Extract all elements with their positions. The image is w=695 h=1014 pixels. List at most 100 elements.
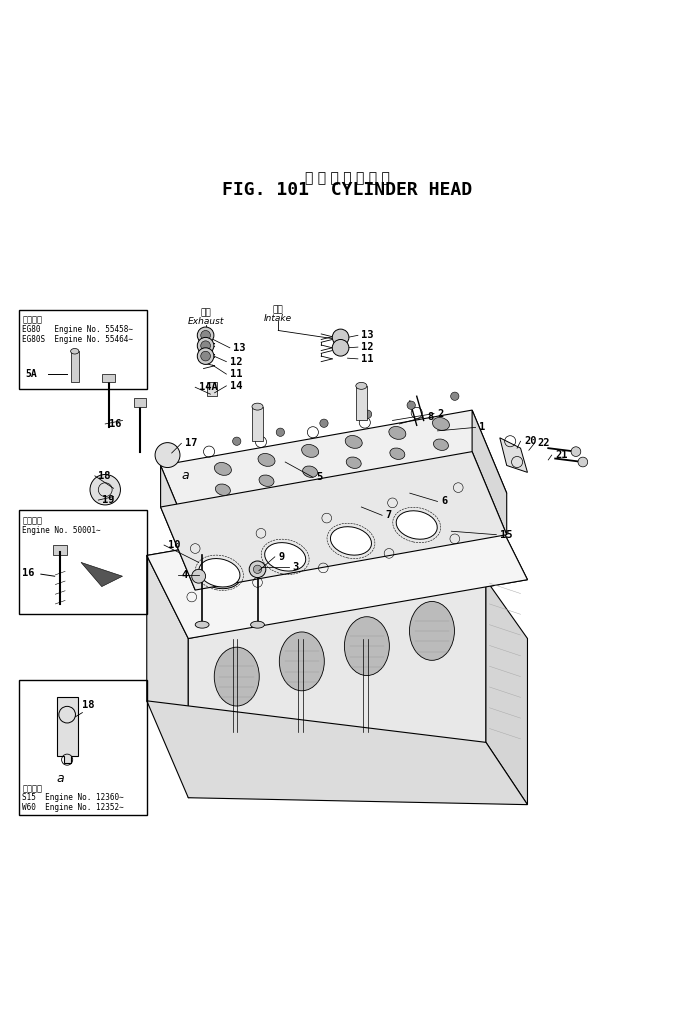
Ellipse shape: [395, 509, 439, 540]
Circle shape: [250, 561, 265, 578]
Text: 9: 9: [278, 552, 284, 562]
Text: Exhaust: Exhaust: [188, 317, 224, 325]
Polygon shape: [147, 556, 188, 770]
Text: a: a: [56, 772, 64, 785]
Polygon shape: [188, 580, 486, 798]
Polygon shape: [500, 438, 528, 473]
Ellipse shape: [432, 418, 450, 430]
Text: 4: 4: [181, 570, 188, 580]
Ellipse shape: [329, 525, 373, 557]
Text: 適用号締: 適用号締: [22, 784, 42, 793]
Text: 13: 13: [361, 331, 374, 341]
Text: EG80   Engine No. 55458∼: EG80 Engine No. 55458∼: [22, 324, 133, 334]
Ellipse shape: [214, 462, 231, 476]
Ellipse shape: [330, 526, 371, 555]
Text: EG80S  Engine No. 55464∼: EG80S Engine No. 55464∼: [22, 335, 133, 344]
Polygon shape: [161, 410, 507, 549]
Text: 10: 10: [167, 540, 180, 550]
Bar: [71, 351, 79, 382]
Bar: [252, 407, 263, 441]
Polygon shape: [472, 410, 507, 534]
Ellipse shape: [356, 382, 367, 389]
Ellipse shape: [396, 511, 437, 539]
Ellipse shape: [258, 453, 275, 466]
Text: 1: 1: [479, 423, 485, 432]
Text: 14A: 14A: [199, 382, 218, 392]
Polygon shape: [81, 563, 122, 587]
Text: 16: 16: [108, 419, 121, 429]
Circle shape: [407, 402, 416, 410]
Circle shape: [254, 565, 261, 574]
Bar: [133, 399, 146, 407]
Circle shape: [571, 447, 581, 456]
Polygon shape: [147, 497, 528, 639]
Text: 14: 14: [230, 381, 243, 390]
Ellipse shape: [263, 540, 307, 573]
Ellipse shape: [345, 617, 389, 675]
Polygon shape: [161, 465, 195, 590]
Circle shape: [197, 338, 214, 354]
Bar: [102, 374, 115, 382]
Ellipse shape: [434, 439, 448, 450]
Circle shape: [197, 328, 214, 344]
Text: S15  Engine No. 12360∼: S15 Engine No. 12360∼: [22, 793, 124, 802]
Bar: [207, 382, 217, 396]
Text: 13: 13: [234, 343, 246, 353]
Ellipse shape: [390, 448, 404, 459]
Circle shape: [155, 443, 180, 467]
Ellipse shape: [71, 349, 79, 354]
Text: 8: 8: [427, 412, 434, 422]
Text: 3: 3: [292, 562, 298, 572]
Text: 6: 6: [441, 497, 447, 506]
Text: 15: 15: [500, 529, 512, 539]
Text: 17: 17: [185, 438, 197, 448]
Circle shape: [90, 475, 120, 505]
Circle shape: [320, 419, 328, 427]
Ellipse shape: [279, 632, 325, 691]
Bar: [19, 680, 147, 815]
Circle shape: [276, 428, 284, 436]
Text: 20: 20: [524, 436, 537, 446]
Circle shape: [233, 437, 241, 445]
Text: 18: 18: [98, 470, 111, 481]
Text: 適用号締: 適用号締: [22, 315, 42, 324]
Text: 2: 2: [437, 409, 443, 419]
Text: Engine No. 50001∼: Engine No. 50001∼: [22, 525, 101, 534]
Ellipse shape: [197, 557, 242, 589]
Text: 排気: 排気: [200, 308, 211, 317]
Polygon shape: [486, 580, 528, 805]
Text: 11: 11: [230, 369, 243, 379]
Text: シ リ ン ダ ヘ ッ ド: シ リ ン ダ ヘ ッ ド: [305, 171, 390, 186]
Text: 5: 5: [316, 473, 322, 483]
Circle shape: [450, 392, 459, 401]
Bar: [19, 309, 147, 389]
Text: 5A: 5A: [26, 369, 38, 379]
Ellipse shape: [199, 559, 240, 587]
Bar: [54, 546, 67, 556]
Circle shape: [363, 410, 372, 419]
Ellipse shape: [302, 466, 318, 478]
Text: 適用号締: 適用号締: [22, 516, 42, 525]
Circle shape: [332, 330, 349, 346]
Text: FIG. 101  CYLINDER HEAD: FIG. 101 CYLINDER HEAD: [222, 180, 473, 199]
Text: 12: 12: [230, 357, 243, 367]
Ellipse shape: [215, 484, 231, 496]
Ellipse shape: [346, 457, 361, 468]
Ellipse shape: [252, 404, 263, 410]
Ellipse shape: [195, 622, 209, 628]
Text: 16: 16: [22, 568, 35, 578]
Text: 19: 19: [101, 495, 114, 505]
Ellipse shape: [409, 601, 455, 660]
Circle shape: [578, 457, 588, 466]
Polygon shape: [147, 497, 528, 639]
Text: Intake: Intake: [264, 313, 293, 322]
Ellipse shape: [265, 542, 306, 571]
Circle shape: [192, 569, 206, 583]
Circle shape: [201, 351, 211, 361]
Text: a: a: [181, 469, 188, 483]
Text: 21: 21: [555, 450, 568, 460]
Text: 22: 22: [538, 438, 550, 448]
Bar: [19, 510, 147, 614]
Ellipse shape: [251, 622, 264, 628]
Ellipse shape: [259, 475, 274, 487]
